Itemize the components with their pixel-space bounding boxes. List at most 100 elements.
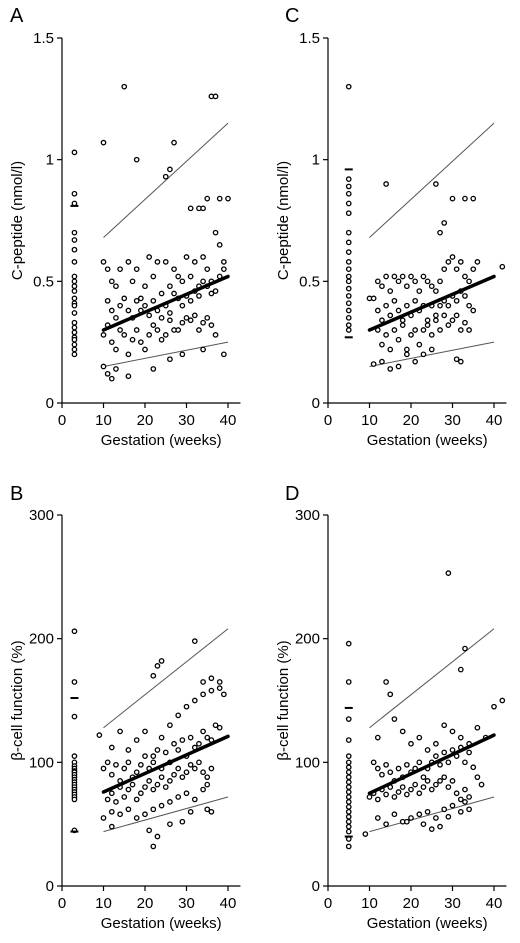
y-tick-label: 0 — [46, 395, 54, 412]
baseline-point — [71, 329, 78, 336]
data-point — [433, 317, 439, 324]
x-tick-label: 30 — [178, 412, 195, 429]
data-point — [142, 302, 148, 309]
data-point — [462, 293, 468, 299]
data-point — [221, 266, 227, 273]
data-point — [113, 346, 119, 353]
data-point — [158, 774, 165, 781]
data-point — [374, 815, 381, 821]
data-point — [142, 784, 148, 790]
data-point — [403, 351, 410, 358]
data-point — [441, 749, 448, 756]
data-point — [125, 759, 132, 766]
baseline-point — [345, 843, 352, 850]
data-point — [183, 769, 190, 776]
data-point — [457, 808, 464, 815]
data-point — [204, 806, 211, 813]
data-point — [133, 769, 140, 776]
baseline-point — [345, 200, 352, 207]
baseline-point — [345, 764, 352, 771]
data-point — [433, 815, 439, 821]
baseline-point — [71, 288, 78, 294]
data-point — [158, 734, 165, 741]
data-point — [391, 716, 398, 722]
lower-bound-line — [369, 341, 495, 367]
x-tick-label: 20 — [137, 412, 154, 429]
data-point — [449, 778, 456, 784]
data-point — [100, 332, 107, 338]
data-point — [457, 358, 464, 365]
data-point — [150, 366, 157, 372]
x-tick-label: 20 — [137, 895, 154, 912]
data-point — [117, 302, 123, 309]
data-point — [428, 786, 435, 793]
data-point — [150, 753, 157, 760]
data-point — [108, 771, 115, 778]
data-point — [387, 366, 394, 372]
baseline-point — [345, 799, 352, 805]
data-point — [154, 781, 161, 788]
data-point — [187, 808, 194, 815]
data-point — [383, 791, 389, 798]
data-point — [96, 732, 103, 738]
data-point — [187, 273, 194, 280]
regression-line — [101, 734, 230, 794]
data-point — [399, 317, 406, 324]
x-tick-label: 40 — [220, 895, 237, 912]
baseline-point — [345, 229, 352, 236]
data-point — [108, 339, 115, 346]
data-point — [179, 774, 186, 781]
data-point — [212, 93, 219, 100]
data-point — [474, 774, 481, 781]
data-point — [108, 790, 115, 797]
data-point — [462, 786, 468, 793]
data-point — [121, 83, 128, 90]
data-point — [395, 336, 402, 343]
x-tick-label: 30 — [178, 895, 195, 912]
data-point — [146, 827, 152, 834]
baseline-point — [345, 679, 352, 685]
data-point — [412, 358, 418, 365]
y-axis-label: β-cell function (%) — [275, 640, 292, 760]
data-point — [453, 790, 460, 797]
baseline-point — [71, 273, 78, 280]
data-point — [445, 813, 452, 820]
data-point — [383, 821, 389, 828]
data-point — [108, 744, 115, 751]
data-point — [208, 322, 215, 328]
regression-line — [367, 733, 496, 795]
data-point — [191, 697, 198, 704]
data-point — [196, 740, 202, 747]
data-point — [374, 307, 381, 314]
data-point — [403, 302, 410, 309]
data-point — [200, 728, 206, 735]
data-point — [117, 327, 123, 333]
data-point — [104, 266, 111, 273]
data-point — [445, 759, 452, 766]
data-point — [416, 759, 423, 766]
baseline-point — [71, 796, 78, 803]
data-point — [138, 339, 144, 346]
data-point — [395, 765, 402, 772]
data-point — [424, 747, 431, 753]
baseline-point — [345, 266, 352, 273]
data-point — [212, 288, 219, 294]
data-point — [179, 278, 186, 285]
y-tick-label: 0.5 — [299, 273, 320, 290]
y-axis-label: β-cell function (%) — [9, 640, 26, 760]
data-point — [391, 811, 398, 818]
x-tick-label: 20 — [403, 412, 420, 429]
data-point — [167, 283, 173, 290]
data-point — [412, 297, 418, 304]
data-point — [154, 327, 161, 333]
y-tick-label: 200 — [295, 631, 320, 648]
data-point — [154, 747, 161, 753]
data-point — [441, 266, 448, 273]
baseline-point — [345, 823, 352, 830]
data-point — [420, 821, 427, 828]
data-point — [491, 703, 497, 710]
data-point — [100, 815, 107, 821]
data-point — [470, 266, 477, 273]
baseline-point — [345, 759, 352, 766]
data-point — [133, 327, 140, 333]
